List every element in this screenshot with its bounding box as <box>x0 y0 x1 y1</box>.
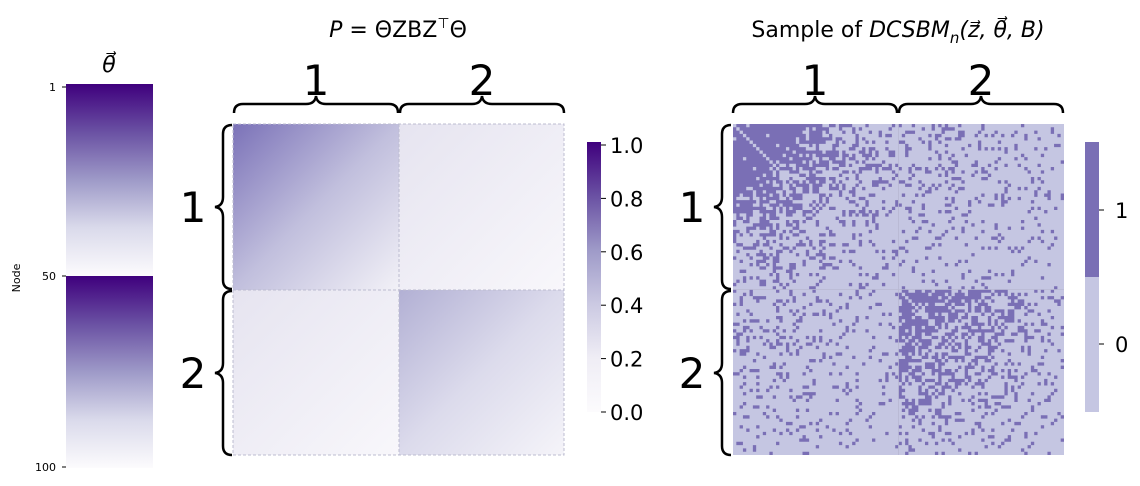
p-left-label-2: 2 <box>180 349 207 398</box>
p-colorbar-tick-label: 0.4 <box>610 294 643 318</box>
p-colorbar-tick-label: 0.8 <box>610 187 643 211</box>
sample-top-brace-2 <box>897 95 1065 114</box>
p-top-label-1: 1 <box>303 56 330 105</box>
sample-top-label-2: 2 <box>968 56 995 105</box>
sample-left-brace-1 <box>713 123 732 291</box>
p-left-brace-1 <box>214 123 233 291</box>
p-colorbar-tick-label: 1.0 <box>610 134 643 158</box>
sample-top-brace-1 <box>731 95 899 114</box>
p-top-label-2: 2 <box>469 56 496 105</box>
theta-tick-label-100: 100 <box>35 461 56 474</box>
p-title: P = ΘZBZ⊤Θ <box>329 16 467 43</box>
sample-left-label-1: 1 <box>679 183 706 232</box>
theta-title: θ⃗ <box>102 51 117 78</box>
sample-title: Sample of DCSBMn(z⃗, θ⃗, B) <box>751 16 1044 47</box>
p-colorbar-tick-label: 0.6 <box>610 241 643 265</box>
sample-cb-label-0: 0 <box>1115 333 1128 357</box>
sample-adjacency-matrix <box>733 124 1064 455</box>
theta-tick-label-50: 50 <box>42 270 56 283</box>
theta-tick-label-1: 1 <box>49 81 56 94</box>
p-top-brace-1 <box>232 95 400 114</box>
p-panel: P = ΘZBZ⊤Θ 1 2 1 2 1.0 0.8 0.6 0.4 0.2 0.0 <box>180 16 643 457</box>
sample-left-brace-2 <box>713 289 732 457</box>
p-colorbar <box>587 142 601 412</box>
p-block-12 <box>399 124 564 290</box>
sample-top-label-1: 1 <box>802 56 829 105</box>
sample-cb-label-1: 1 <box>1115 199 1128 223</box>
p-block-11 <box>233 124 399 290</box>
sample-panel: Sample of DCSBMn(z⃗, θ⃗, B) 1 2 1 2 1 0 <box>679 16 1128 457</box>
p-block-21 <box>233 290 399 455</box>
theta-panel: θ⃗ 1 50 100 Node <box>10 51 153 474</box>
sample-edges <box>733 124 1064 455</box>
sample-colorbar-zero <box>1085 277 1099 412</box>
sample-left-label-2: 2 <box>679 349 706 398</box>
p-colorbar-ticks: 1.0 0.8 0.6 0.4 0.2 0.0 <box>601 134 643 425</box>
p-colorbar-tick-label: 0.0 <box>610 401 643 425</box>
p-colorbar-tick-label: 0.2 <box>610 348 643 372</box>
theta-block-2 <box>66 276 153 468</box>
p-top-brace-2 <box>398 95 566 114</box>
p-left-brace-2 <box>214 289 233 457</box>
theta-ylabel: Node <box>10 263 23 292</box>
p-left-label-1: 1 <box>180 183 207 232</box>
p-block-22 <box>399 290 564 455</box>
sample-colorbar-one <box>1085 142 1099 277</box>
theta-block-1 <box>66 84 153 276</box>
